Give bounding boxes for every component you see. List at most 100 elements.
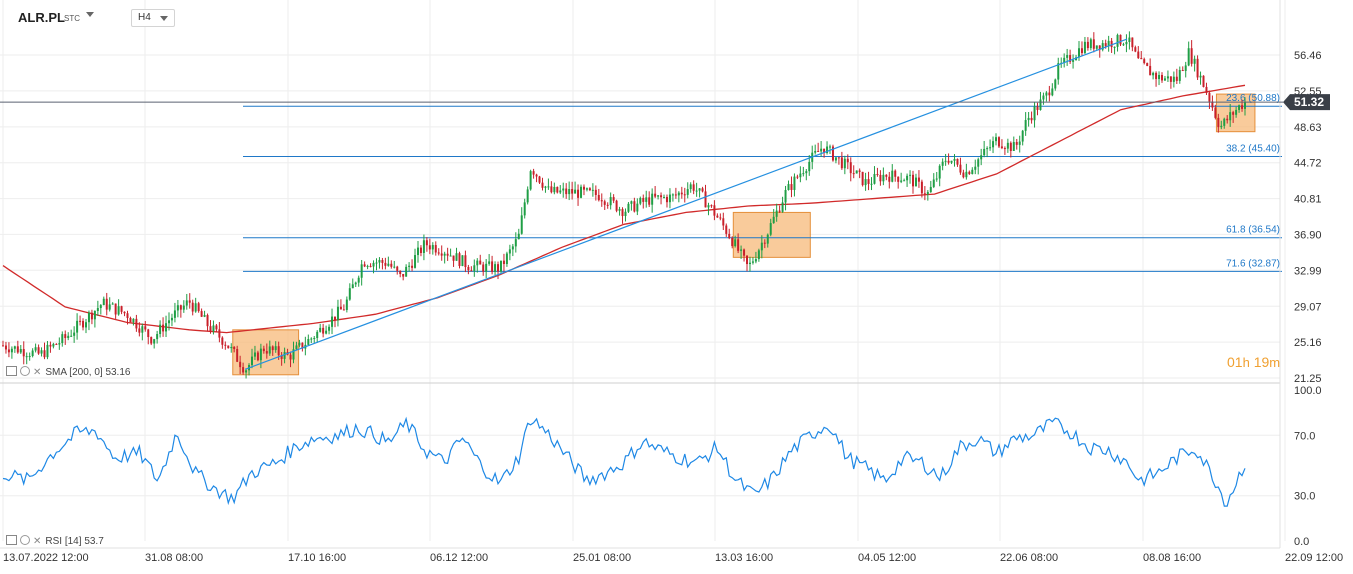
candle-body [458, 253, 461, 266]
candle-body [511, 246, 514, 250]
candle-body [843, 158, 846, 169]
candle-body [46, 344, 49, 358]
candle-body [345, 299, 348, 310]
candle-body [923, 193, 926, 195]
candle-body [514, 239, 517, 247]
candle-body [117, 306, 120, 315]
candle-body [660, 195, 663, 198]
candle-body [182, 305, 185, 310]
timeframe-select[interactable]: H4 [131, 9, 175, 27]
rsi-layer [2, 416, 1246, 507]
x-tick-label: 22.06 08:00 [1000, 552, 1058, 564]
sma-indicator-legend[interactable]: ✕ SMA [200, 0] 53.16 [6, 366, 130, 378]
close-icon[interactable]: ✕ [33, 367, 42, 378]
trend-line-layer[interactable] [244, 38, 1128, 370]
candle-body [627, 203, 630, 212]
candle-body [79, 320, 82, 322]
candle-body [757, 250, 760, 260]
timer-minutes-unit: m [1269, 355, 1281, 370]
rsi-y-tick-label: 30.0 [1294, 491, 1315, 503]
candle-body [781, 202, 784, 212]
candle-body [1063, 57, 1066, 63]
candle-body [188, 300, 191, 303]
close-icon[interactable]: ✕ [33, 536, 42, 547]
candle-body [1015, 142, 1018, 145]
candle-body [855, 170, 858, 174]
candle-body [1161, 75, 1164, 81]
candle-body [621, 209, 624, 217]
fibonacci-levels[interactable]: 23.6 (50.88) 38.2 (45.40) 61.8 (36.54) 71.6… [243, 93, 1282, 272]
candle-body [740, 249, 743, 251]
candle-body [1098, 45, 1101, 50]
trend-line[interactable] [244, 38, 1128, 370]
candle-body [654, 193, 657, 197]
candle-body [1137, 51, 1140, 59]
candle-body [1009, 142, 1012, 151]
candle-body [191, 302, 194, 312]
candle-body [402, 273, 405, 277]
fibonacci-level-label: 38.2 (45.40) [1226, 143, 1280, 154]
candle-body [1048, 92, 1051, 96]
candle-body [502, 260, 505, 265]
candle-body [414, 255, 417, 268]
candle-body [846, 158, 849, 163]
candle-body [1078, 48, 1081, 58]
candle-body [707, 205, 710, 208]
candle-body [488, 261, 491, 264]
candle-body [99, 305, 102, 309]
candle-body [1134, 47, 1137, 52]
candle-body [387, 263, 390, 266]
candle-body [956, 158, 959, 165]
candle-body [19, 349, 22, 353]
candle-body [147, 329, 150, 338]
candle-body [31, 350, 34, 356]
rsi-y-tick-label: 70.0 [1294, 430, 1315, 442]
candle-body [600, 200, 603, 202]
indicator-settings-icon[interactable] [6, 535, 17, 545]
candle-body [633, 201, 636, 212]
candle-body [1119, 34, 1122, 45]
candle-body [677, 192, 680, 196]
candle-body [906, 175, 909, 181]
candle-body [1012, 142, 1015, 151]
candle-body [941, 161, 944, 166]
visibility-icon[interactable] [20, 535, 30, 545]
candle-body [301, 342, 304, 349]
candle-body [1069, 55, 1072, 62]
candle-body [150, 337, 153, 344]
candle-body [648, 197, 651, 205]
fibonacci-level-label: 61.8 (36.54) [1226, 225, 1280, 236]
candle-body [473, 265, 476, 272]
candle-body [624, 211, 627, 217]
candle-body [772, 216, 775, 224]
candle-body [645, 197, 648, 202]
indicator-settings-icon[interactable] [6, 366, 17, 376]
candle-body [58, 343, 61, 345]
candle-body [701, 188, 704, 192]
candle-body [1030, 117, 1033, 121]
candle-body [663, 197, 666, 199]
candle-body [351, 284, 354, 289]
symbol-dropdown-icon[interactable] [86, 12, 94, 17]
candle-body [639, 197, 642, 204]
symbol-name[interactable]: ALR.PL [18, 10, 65, 25]
candle-body [1223, 118, 1226, 126]
candle-body [132, 318, 135, 323]
candle-body [1027, 117, 1030, 121]
candle-body [995, 137, 998, 142]
x-tick-label: 17.10 16:00 [288, 552, 346, 564]
candle-body [73, 332, 76, 336]
candle-body [553, 186, 556, 193]
candle-body [162, 324, 165, 332]
rsi-indicator-legend[interactable]: ✕ RSI [14] 53.7 [6, 535, 104, 547]
candle-body [831, 146, 834, 161]
candle-body [1187, 48, 1190, 66]
candle-body [914, 177, 917, 187]
candle-body [467, 267, 470, 271]
candle-body [698, 188, 701, 191]
visibility-icon[interactable] [20, 366, 30, 376]
candle-body [396, 266, 399, 271]
candle-body [864, 179, 867, 186]
candle-body [120, 306, 123, 312]
